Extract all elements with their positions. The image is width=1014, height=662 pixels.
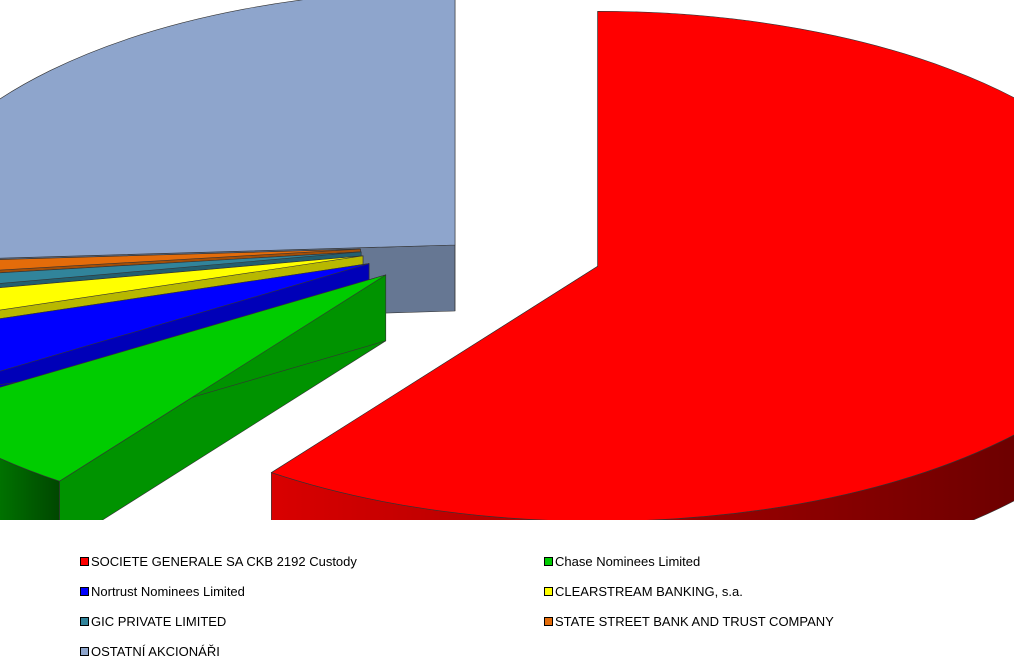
legend: SOCIETE GENERALE SA CKB 2192 Custody Cha…: [80, 552, 980, 660]
legend-swatch: [80, 556, 89, 566]
legend-swatch: [544, 616, 553, 626]
legend-item: CLEARSTREAM BANKING, s.a.: [544, 582, 944, 600]
legend-label: OSTATNÍ AKCIONÁŘI: [91, 643, 220, 659]
pie-slice: [0, 274, 387, 520]
legend-item: GIC PRIVATE LIMITED: [80, 612, 544, 630]
legend-swatch: [544, 586, 553, 596]
legend-swatch: [80, 616, 89, 626]
legend-label: Nortrust Nominees Limited: [91, 583, 245, 599]
legend-label: Chase Nominees Limited: [555, 553, 701, 569]
legend-item: SOCIETE GENERALE SA CKB 2192 Custody: [80, 552, 544, 570]
legend-item: Chase Nominees Limited: [544, 552, 944, 570]
legend-label: STATE STREET BANK AND TRUST COMPANY: [555, 613, 834, 629]
legend-swatch: [544, 556, 553, 566]
legend-swatch: [80, 646, 89, 656]
legend-label: CLEARSTREAM BANKING, s.a.: [555, 583, 743, 599]
legend-label: SOCIETE GENERALE SA CKB 2192 Custody: [91, 553, 357, 569]
legend-label: GIC PRIVATE LIMITED: [91, 613, 227, 629]
legend-swatch: [80, 586, 89, 596]
legend-item: OSTATNÍ AKCIONÁŘI: [80, 642, 544, 660]
legend-item: STATE STREET BANK AND TRUST COMPANY: [544, 612, 944, 630]
legend-item: Nortrust Nominees Limited: [80, 582, 544, 600]
pie-chart: [0, 0, 1014, 520]
pie-slice: [270, 10, 1014, 520]
